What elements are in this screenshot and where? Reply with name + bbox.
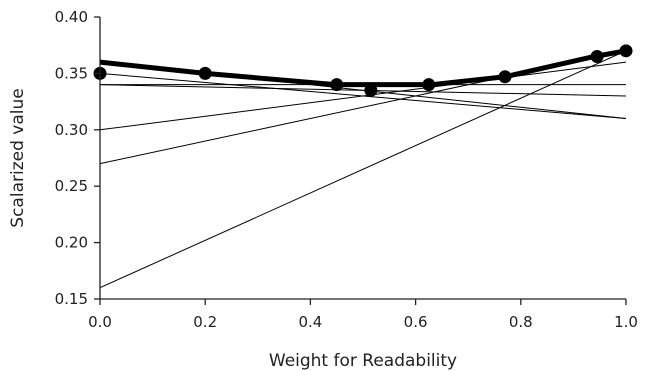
- data-point: [364, 83, 378, 97]
- data-point: [590, 49, 604, 63]
- data-point: [330, 78, 344, 92]
- y-tick-label: 0.40: [55, 8, 88, 26]
- x-tick-label: 0.6: [404, 313, 428, 331]
- data-point: [498, 70, 512, 84]
- x-tick-label: 0.8: [509, 313, 533, 331]
- series-line-1: [99, 50, 627, 289]
- y-tick-label: 0.15: [55, 290, 88, 308]
- series-line-6: [99, 72, 627, 120]
- data-point: [422, 78, 436, 92]
- ticks-layer: 0.0 0.2 0.4 0.6 0.8 1.0 0.40 0.35 0.30 0.25 0.20 0.…: [55, 8, 638, 331]
- data-point: [198, 66, 212, 80]
- y-tick-label: 0.20: [55, 234, 88, 252]
- x-tick-label: 0.4: [298, 313, 322, 331]
- points-layer: [93, 44, 633, 97]
- data-point: [619, 44, 633, 58]
- y-axis-label: Scalarized value: [8, 88, 28, 227]
- y-tick-label: 0.30: [55, 121, 88, 139]
- x-tick-label: 0.2: [193, 313, 217, 331]
- envelope-series-line: [99, 48, 627, 88]
- series-layer: [99, 48, 627, 289]
- x-axis-label: Weight for Readability: [269, 351, 457, 371]
- y-tick-label: 0.25: [55, 177, 88, 195]
- y-tick-label: 0.35: [55, 64, 88, 82]
- x-tick-label: 1.0: [614, 313, 638, 331]
- axes-layer: [99, 17, 626, 300]
- x-tick-label: 0.0: [88, 313, 112, 331]
